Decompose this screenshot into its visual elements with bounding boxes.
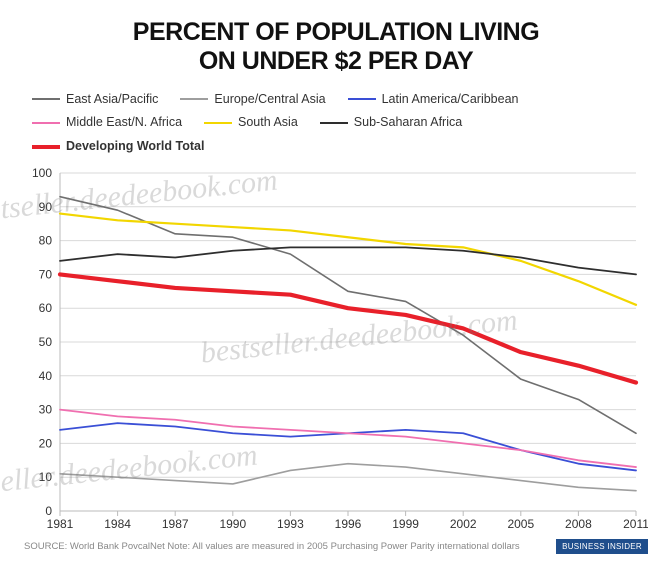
x-tick-label: 1999: [392, 517, 419, 531]
legend-swatch: [320, 122, 348, 124]
legend-label: East Asia/Pacific: [66, 88, 158, 112]
y-tick-label: 10: [39, 470, 53, 484]
legend-item: Latin America/Caribbean: [348, 88, 519, 112]
x-tick-label: 2008: [565, 517, 592, 531]
x-tick-label: 1990: [219, 517, 246, 531]
x-tick-label: 1981: [47, 517, 74, 531]
y-tick-label: 90: [39, 200, 53, 214]
legend-swatch: [32, 98, 60, 100]
publisher-badge: BUSINESS INSIDER: [556, 539, 648, 554]
chart-container: PERCENT OF POPULATION LIVING ON UNDER $2…: [0, 0, 672, 564]
legend-label: Latin America/Caribbean: [382, 88, 519, 112]
x-tick-label: 1987: [162, 517, 189, 531]
legend-label: Sub-Saharan Africa: [354, 111, 462, 135]
y-tick-label: 0: [45, 504, 52, 518]
legend-item: Developing World Total: [32, 135, 204, 159]
legend-row: Middle East/N. Africa South Asia Sub-Sahar…: [32, 111, 640, 135]
title-line-2: ON UNDER $2 PER DAY: [199, 47, 473, 75]
y-tick-label: 40: [39, 369, 53, 383]
legend-label: Middle East/N. Africa: [66, 111, 182, 135]
legend-label: Developing World Total: [66, 135, 204, 159]
y-tick-label: 70: [39, 267, 53, 281]
legend-item: Sub-Saharan Africa: [320, 111, 462, 135]
legend-label: South Asia: [238, 111, 298, 135]
series-line: [60, 196, 636, 433]
legend-swatch: [348, 98, 376, 100]
legend-item: South Asia: [204, 111, 298, 135]
legend-swatch: [32, 122, 60, 124]
y-tick-label: 100: [32, 167, 52, 180]
line-chart-svg: 0 10 20 30 40 50 60 70 80 90 100 1981 1984 1987 1990 19…: [24, 167, 648, 533]
series-line: [60, 409, 636, 466]
source-text: SOURCE: World Bank PovcalNet Note: All v…: [24, 541, 520, 552]
x-tick-label: 2005: [507, 517, 534, 531]
x-tick-label: 1996: [335, 517, 362, 531]
legend-row: East Asia/Pacific Europe/Central Asia Lati…: [32, 88, 640, 112]
legend-swatch: [204, 122, 232, 124]
x-tick-label: 2002: [450, 517, 477, 531]
legend: East Asia/Pacific Europe/Central Asia Lati…: [32, 88, 640, 159]
y-tick-label: 80: [39, 233, 53, 247]
x-tick-label: 1984: [104, 517, 131, 531]
legend-label: Europe/Central Asia: [214, 88, 325, 112]
x-tick-label: 1993: [277, 517, 304, 531]
source-row: SOURCE: World Bank PovcalNet Note: All v…: [24, 539, 648, 554]
legend-item: Europe/Central Asia: [180, 88, 325, 112]
legend-item: East Asia/Pacific: [32, 88, 158, 112]
y-tick-label: 50: [39, 335, 53, 349]
legend-item: Middle East/N. Africa: [32, 111, 182, 135]
chart-plot-area: 0 10 20 30 40 50 60 70 80 90 100 1981 1984 1987 1990 19…: [24, 167, 648, 533]
x-tick-label: 2011: [623, 517, 648, 531]
y-tick-label: 20: [39, 436, 53, 450]
y-tick-label: 60: [39, 301, 53, 315]
chart-title: PERCENT OF POPULATION LIVING ON UNDER $2…: [24, 18, 648, 76]
y-tick-label: 30: [39, 402, 53, 416]
legend-swatch: [180, 98, 208, 100]
title-line-1: PERCENT OF POPULATION LIVING: [133, 18, 539, 46]
legend-swatch: [32, 145, 60, 149]
legend-row: Developing World Total: [32, 135, 640, 159]
